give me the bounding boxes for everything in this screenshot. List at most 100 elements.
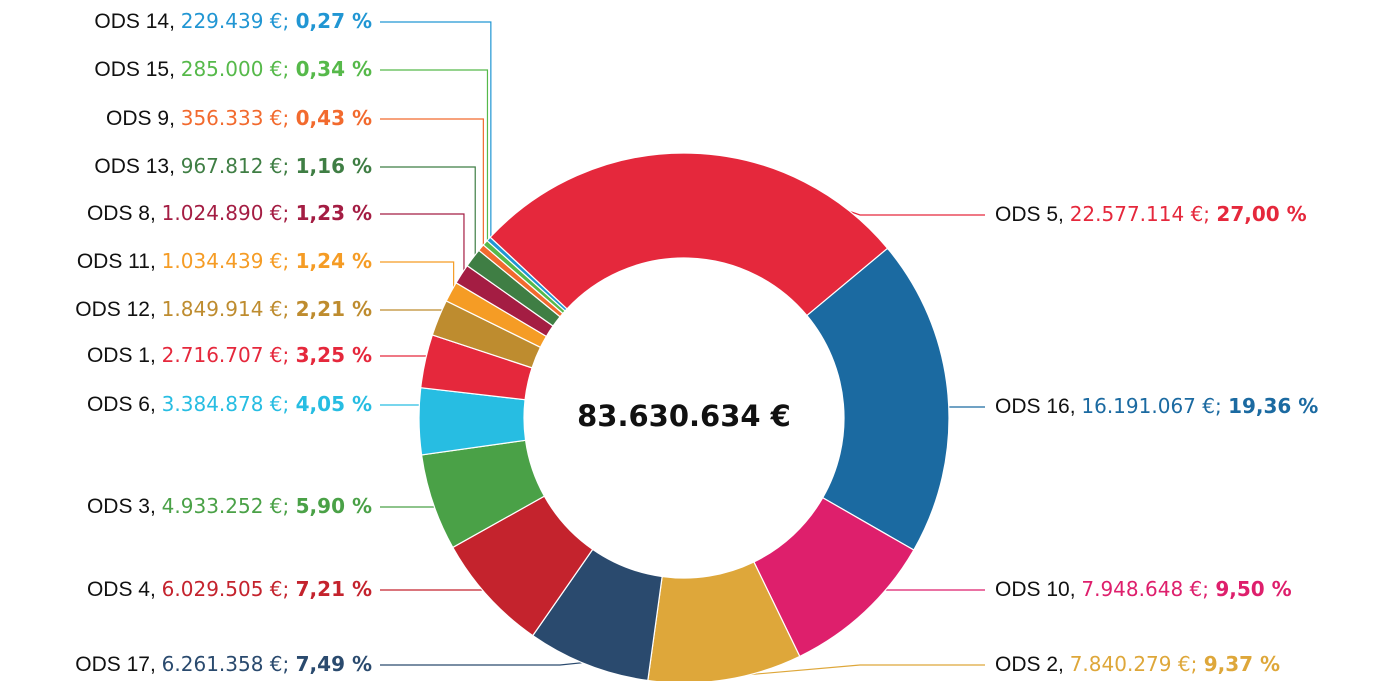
category-name: ODS 3 (87, 495, 150, 518)
percent-label: 1,24 % (296, 249, 372, 273)
percent-label: 1,23 % (296, 201, 372, 225)
separator: ; (283, 494, 296, 518)
amount-label: 285.000 € (181, 57, 283, 81)
percent-label: 2,21 % (296, 297, 372, 321)
percent-label: 9,50 % (1215, 577, 1291, 601)
separator: ; (1202, 577, 1215, 601)
slice-label: ODS 10, 7.948.648 €; 9,50 % (995, 577, 1292, 601)
separator: ; (283, 297, 296, 321)
percent-label: 3,25 % (296, 343, 372, 367)
leader-line (380, 355, 429, 362)
separator: , (1070, 578, 1082, 601)
separator: , (169, 107, 181, 130)
slice-label: ODS 15, 285.000 €; 0,34 % (94, 57, 372, 81)
category-name: ODS 4 (87, 578, 150, 601)
leader-line (380, 69, 489, 245)
amount-label: 6.029.505 € (162, 577, 283, 601)
category-name: ODS 10 (995, 578, 1070, 601)
slice (489, 152, 889, 317)
amount-label: 6.261.358 € (162, 652, 283, 676)
separator: ; (283, 249, 296, 273)
slice-label: ODS 9, 356.333 €; 0,43 % (106, 106, 372, 130)
separator: ; (1203, 202, 1216, 226)
category-name: ODS 11 (77, 250, 150, 273)
separator: ; (283, 57, 296, 81)
amount-label: 2.716.707 € (162, 343, 283, 367)
slice-label: ODS 6, 3.384.878 €; 4,05 % (87, 392, 372, 416)
separator: ; (283, 577, 296, 601)
separator: , (169, 58, 181, 81)
amount-label: 16.191.067 € (1081, 394, 1215, 418)
separator: , (150, 393, 162, 416)
separator: ; (283, 9, 296, 33)
category-name: ODS 13 (94, 155, 169, 178)
amount-label: 967.812 € (181, 154, 283, 178)
amount-label: 7.840.279 € (1070, 652, 1191, 676)
percent-label: 27,00 % (1216, 202, 1306, 226)
separator: , (150, 495, 162, 518)
amount-label: 4.933.252 € (162, 494, 283, 518)
category-name: ODS 8 (87, 202, 150, 225)
separator: ; (283, 106, 296, 130)
slice-label: ODS 2, 7.840.279 €; 9,37 % (995, 652, 1280, 676)
leader-line (380, 661, 589, 666)
leader-line (725, 664, 985, 678)
center-total: 83.630.634 € (577, 399, 791, 433)
separator: , (150, 344, 162, 367)
category-name: ODS 15 (94, 58, 169, 81)
slice-label: ODS 12, 1.849.914 €; 2,21 % (75, 297, 372, 321)
leader-line (944, 395, 985, 408)
leader-line (380, 404, 423, 422)
separator: ; (283, 154, 296, 178)
slice-label: ODS 17, 6.261.358 €; 7,49 % (75, 652, 372, 676)
separator: , (150, 653, 162, 676)
separator: , (1058, 203, 1070, 226)
category-name: ODS 12 (75, 298, 150, 321)
category-name: ODS 2 (995, 653, 1058, 676)
percent-label: 0,43 % (296, 106, 372, 130)
separator: ; (283, 652, 296, 676)
amount-label: 7.948.648 € (1081, 577, 1202, 601)
separator: , (1058, 653, 1070, 676)
amount-label: 3.384.878 € (162, 392, 283, 416)
percent-label: 5,90 % (296, 494, 372, 518)
slice-label: ODS 16, 16.191.067 €; 19,36 % (995, 394, 1318, 418)
percent-label: 1,16 % (296, 154, 372, 178)
category-name: ODS 6 (87, 393, 150, 416)
amount-label: 1.034.439 € (162, 249, 283, 273)
separator: , (150, 202, 162, 225)
percent-label: 9,37 % (1204, 652, 1280, 676)
separator: ; (1215, 394, 1228, 418)
leader-line (380, 589, 491, 595)
category-name: ODS 17 (75, 653, 150, 676)
separator: , (169, 10, 181, 33)
slice-label: ODS 3, 4.933.252 €; 5,90 % (87, 494, 372, 518)
separator: , (150, 250, 162, 273)
category-name: ODS 9 (106, 107, 169, 130)
leader-line (380, 21, 492, 241)
separator: , (150, 578, 162, 601)
amount-label: 229.439 € (181, 9, 283, 33)
category-name: ODS 5 (995, 203, 1058, 226)
leader-line (380, 261, 455, 294)
amount-label: 22.577.114 € (1070, 202, 1204, 226)
slice-label: ODS 4, 6.029.505 €; 7,21 % (87, 577, 372, 601)
slice-label: ODS 8, 1.024.890 €; 1,23 % (87, 201, 372, 225)
percent-label: 7,49 % (296, 652, 372, 676)
slice (806, 247, 950, 551)
separator: ; (283, 343, 296, 367)
percent-label: 4,05 % (296, 392, 372, 416)
slice (486, 236, 568, 312)
leader-line (380, 118, 484, 250)
percent-label: 0,27 % (296, 9, 372, 33)
separator: , (150, 298, 162, 321)
percent-label: 7,21 % (296, 577, 372, 601)
leader-line (380, 309, 443, 319)
amount-label: 1.024.890 € (162, 201, 283, 225)
amount-label: 356.333 € (181, 106, 283, 130)
leader-line (380, 166, 476, 260)
slice-label: ODS 14, 229.439 €; 0,27 % (94, 9, 372, 33)
separator: , (169, 155, 181, 178)
category-name: ODS 1 (87, 344, 150, 367)
